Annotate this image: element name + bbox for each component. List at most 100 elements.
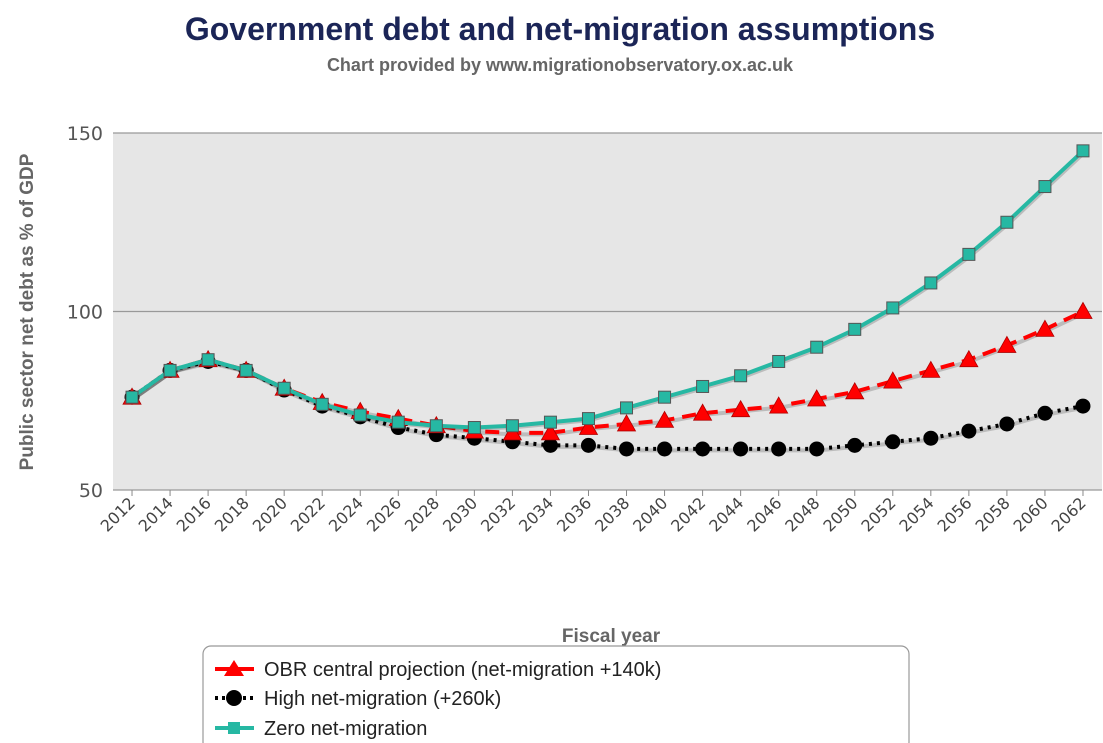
data-point[interactable] — [658, 390, 672, 404]
data-point[interactable] — [543, 415, 557, 429]
y-axis-title: Public sector net debt as % of GDP — [17, 153, 38, 470]
data-point[interactable] — [125, 390, 139, 404]
x-tick-label: 2034 — [515, 493, 557, 535]
legend-label-high: High net-migration (+260k) — [264, 688, 501, 710]
data-point[interactable] — [429, 419, 443, 433]
data-point[interactable] — [692, 403, 713, 421]
data-point[interactable] — [962, 247, 976, 261]
x-tick-label: 2052 — [857, 493, 899, 535]
x-tick-label: 2050 — [819, 493, 861, 535]
data-point[interactable] — [315, 397, 329, 411]
series-layer — [122, 144, 1093, 457]
data-point[interactable] — [620, 401, 634, 415]
x-tick-label: 2020 — [249, 493, 291, 535]
data-point[interactable] — [734, 369, 748, 383]
data-point[interactable] — [886, 301, 900, 315]
data-point[interactable] — [540, 423, 561, 441]
x-tick-label: 2056 — [933, 493, 975, 535]
chart-title: Government debt and net-migration assump… — [185, 11, 935, 47]
x-tick-label: 2036 — [553, 493, 595, 535]
y-tick-label: 100 — [67, 302, 103, 324]
data-point[interactable] — [921, 360, 941, 378]
x-tick-label: 2024 — [325, 493, 367, 535]
x-tick-label: 2028 — [401, 493, 443, 535]
data-point[interactable] — [959, 349, 979, 368]
data-point[interactable] — [730, 399, 751, 418]
data-point[interactable] — [201, 353, 215, 367]
legend: OBR central projection (net-migration +1… — [202, 645, 910, 743]
data-point[interactable] — [847, 437, 863, 453]
data-point[interactable] — [277, 381, 291, 395]
x-tick-label: 2022 — [287, 493, 329, 535]
square-marker-icon — [228, 722, 240, 734]
data-point[interactable] — [768, 396, 789, 414]
data-point[interactable] — [885, 434, 901, 450]
data-point[interactable] — [1076, 144, 1090, 158]
data-point[interactable] — [772, 354, 786, 368]
data-point[interactable] — [1000, 215, 1014, 229]
x-axis-title: Fiscal year — [562, 626, 661, 647]
series-line — [130, 359, 1084, 451]
data-point[interactable] — [883, 371, 903, 389]
data-point[interactable] — [807, 389, 827, 407]
data-point[interactable] — [580, 437, 596, 453]
data-point[interactable] — [924, 276, 938, 290]
x-tick-label: 2018 — [211, 493, 253, 535]
x-tick-label: 2046 — [743, 493, 785, 535]
data-point[interactable] — [505, 419, 519, 433]
x-tick-label: 2016 — [173, 493, 215, 535]
data-point[interactable] — [695, 441, 711, 457]
x-tick-label: 2060 — [1010, 493, 1052, 535]
x-tick-label: 2030 — [439, 493, 481, 535]
legend-item-high[interactable]: High net-migration (+260k) — [215, 688, 501, 710]
gridlines — [113, 132, 1102, 491]
data-point[interactable] — [999, 416, 1015, 432]
x-tick-labels: 2012201420162018202020222024202620282030… — [97, 490, 1090, 536]
data-point[interactable] — [845, 382, 865, 400]
y-tick-label: 150 — [67, 123, 103, 145]
data-point[interactable] — [353, 408, 367, 422]
data-point[interactable] — [619, 441, 635, 457]
data-point[interactable] — [467, 421, 481, 435]
data-point[interactable] — [391, 415, 405, 429]
x-tick-label: 2032 — [477, 493, 519, 535]
data-point[interactable] — [997, 335, 1017, 353]
data-point[interactable] — [616, 414, 637, 432]
data-point[interactable] — [848, 322, 862, 336]
x-tick-label: 2048 — [781, 493, 823, 535]
legend-box — [202, 645, 910, 743]
data-point[interactable] — [771, 441, 787, 457]
y-tick-label: 50 — [79, 480, 103, 502]
data-point[interactable] — [581, 412, 595, 426]
data-point[interactable] — [163, 363, 177, 377]
data-point[interactable] — [542, 437, 558, 453]
data-point[interactable] — [810, 340, 824, 354]
data-point[interactable] — [923, 430, 939, 446]
data-point[interactable] — [654, 410, 675, 428]
data-point[interactable] — [1073, 301, 1093, 319]
x-tick-label: 2062 — [1048, 493, 1090, 535]
y-tick-labels: 50 100 150 — [67, 123, 103, 502]
chart-subtitle: Chart provided by www.migrationobservato… — [327, 55, 794, 75]
x-tick-label: 2038 — [591, 493, 633, 535]
circle-marker-icon — [226, 690, 242, 706]
data-point[interactable] — [733, 441, 749, 457]
data-point[interactable] — [1038, 180, 1052, 194]
legend-item-obr[interactable]: OBR central projection (net-migration +1… — [215, 659, 661, 681]
data-point[interactable] — [696, 379, 710, 393]
data-point[interactable] — [1037, 405, 1053, 421]
x-tick-label: 2058 — [972, 493, 1014, 535]
x-tick-label: 2026 — [363, 493, 405, 535]
series-2 — [125, 144, 1090, 435]
data-point[interactable] — [1035, 319, 1055, 337]
data-point[interactable] — [657, 441, 673, 457]
x-tick-label: 2014 — [135, 493, 177, 535]
data-point[interactable] — [961, 423, 977, 439]
data-point[interactable] — [239, 363, 253, 377]
data-point[interactable] — [809, 441, 825, 457]
legend-item-zero[interactable]: Zero net-migration — [215, 718, 427, 740]
data-point[interactable] — [578, 417, 599, 435]
legend-label-zero: Zero net-migration — [264, 718, 427, 740]
data-point[interactable] — [1075, 398, 1091, 414]
